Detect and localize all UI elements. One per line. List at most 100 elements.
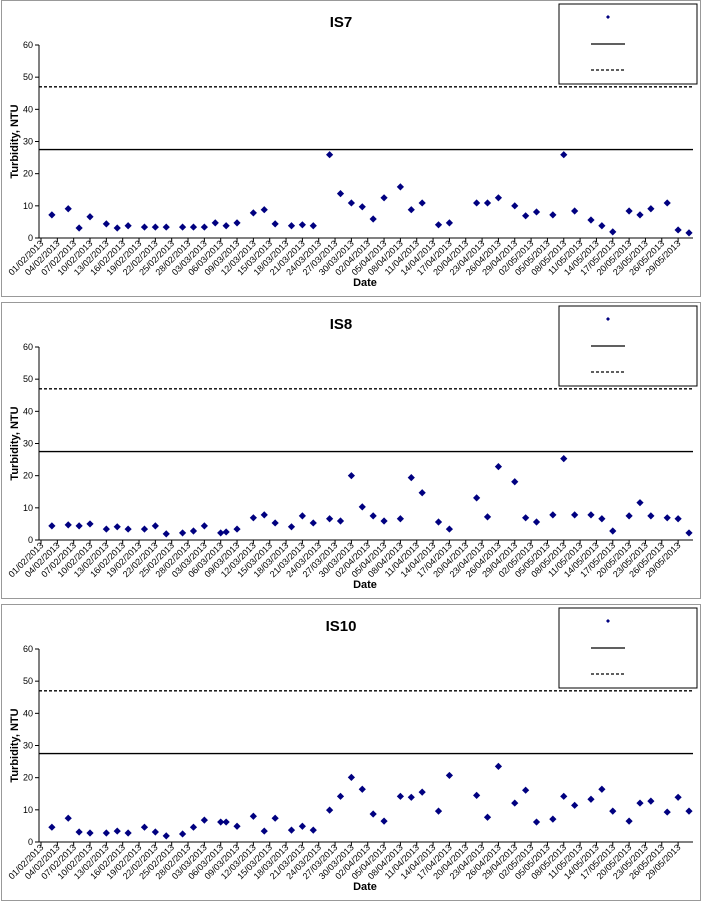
chart-title: IS8 — [330, 316, 353, 333]
y-tick-label: 10 — [23, 805, 33, 815]
data-point — [407, 473, 415, 482]
y-tick-label: 50 — [23, 374, 33, 384]
data-point — [369, 215, 377, 223]
data-point — [522, 786, 530, 794]
legend-box — [558, 607, 698, 689]
data-point — [233, 219, 241, 227]
legend-box — [558, 3, 698, 85]
data-point — [162, 223, 170, 231]
y-tick-label: 60 — [23, 342, 33, 352]
data-point — [287, 222, 296, 230]
legend-box — [558, 305, 698, 387]
data-point — [685, 229, 693, 237]
data-point — [522, 212, 530, 220]
y-tick-label: 20 — [23, 471, 33, 481]
data-point — [102, 829, 110, 837]
legend-marker — [606, 15, 610, 19]
data-point — [336, 190, 345, 198]
data-point — [418, 199, 426, 207]
data-point — [309, 222, 317, 230]
y-tick-label: 30 — [23, 741, 33, 751]
y-tick-label: 30 — [23, 137, 33, 147]
data-point — [124, 222, 132, 230]
data-point — [298, 512, 306, 520]
data-point — [560, 151, 568, 159]
data-point — [151, 828, 159, 836]
data-point — [380, 517, 388, 525]
data-point — [200, 522, 208, 530]
data-point — [396, 792, 404, 800]
data-point — [571, 207, 579, 215]
data-point — [249, 209, 257, 217]
y-tick-label: 40 — [23, 406, 33, 416]
data-point — [636, 211, 644, 219]
data-point — [113, 224, 121, 232]
y-tick-label: 50 — [23, 676, 33, 686]
data-point — [233, 822, 241, 830]
data-point — [511, 202, 519, 210]
data-point — [217, 529, 225, 537]
data-point — [473, 199, 481, 207]
data-point — [494, 463, 503, 471]
data-point — [674, 793, 682, 801]
data-point — [347, 199, 355, 207]
data-point — [587, 216, 595, 224]
y-tick-label: 20 — [23, 169, 33, 179]
data-point — [587, 795, 595, 803]
x-axis-label: Date — [353, 881, 377, 893]
data-point — [189, 527, 198, 535]
data-point — [625, 817, 633, 825]
data-point — [75, 522, 83, 530]
data-point — [473, 791, 481, 799]
data-point — [260, 206, 268, 214]
data-point — [369, 512, 377, 520]
data-point — [685, 529, 693, 537]
data-point — [178, 529, 187, 537]
y-tick-label: 40 — [23, 104, 33, 114]
y-axis-label: Turbidity, NTU — [9, 708, 21, 782]
y-tick-label: 50 — [23, 72, 33, 82]
data-point — [64, 205, 72, 213]
data-point — [598, 222, 606, 230]
data-point — [674, 226, 682, 234]
data-point — [483, 199, 492, 207]
y-tick-label: 0 — [28, 837, 33, 847]
y-tick-label: 10 — [23, 201, 33, 211]
x-axis-label: Date — [353, 579, 377, 591]
data-point — [549, 815, 557, 823]
data-point — [625, 512, 633, 520]
data-point — [151, 223, 159, 231]
y-tick-label: 20 — [23, 773, 33, 783]
data-point — [86, 829, 94, 837]
data-point — [445, 219, 454, 227]
chart-title: IS10 — [326, 618, 357, 635]
y-axis-label: Turbidity, NTU — [9, 104, 21, 178]
data-point — [189, 223, 198, 231]
data-point — [326, 806, 334, 814]
data-point — [48, 211, 56, 219]
data-point — [151, 522, 159, 530]
data-point — [222, 222, 230, 230]
data-point — [407, 206, 415, 214]
data-point — [494, 194, 503, 202]
data-point — [358, 203, 366, 211]
legend-marker — [606, 619, 610, 623]
x-axis-label: Date — [353, 277, 377, 289]
y-tick-label: 0 — [28, 535, 33, 545]
data-point — [75, 828, 83, 836]
data-point — [326, 151, 334, 159]
y-tick-label: 0 — [28, 233, 33, 243]
data-point — [271, 220, 279, 228]
data-point — [663, 514, 671, 522]
y-axis-label: Turbidity, NTU — [9, 406, 21, 480]
data-point — [64, 814, 72, 822]
data-point — [494, 762, 503, 771]
data-point — [625, 207, 633, 215]
data-point — [380, 817, 388, 825]
chart-title: IS7 — [330, 14, 353, 31]
data-point — [178, 223, 187, 231]
